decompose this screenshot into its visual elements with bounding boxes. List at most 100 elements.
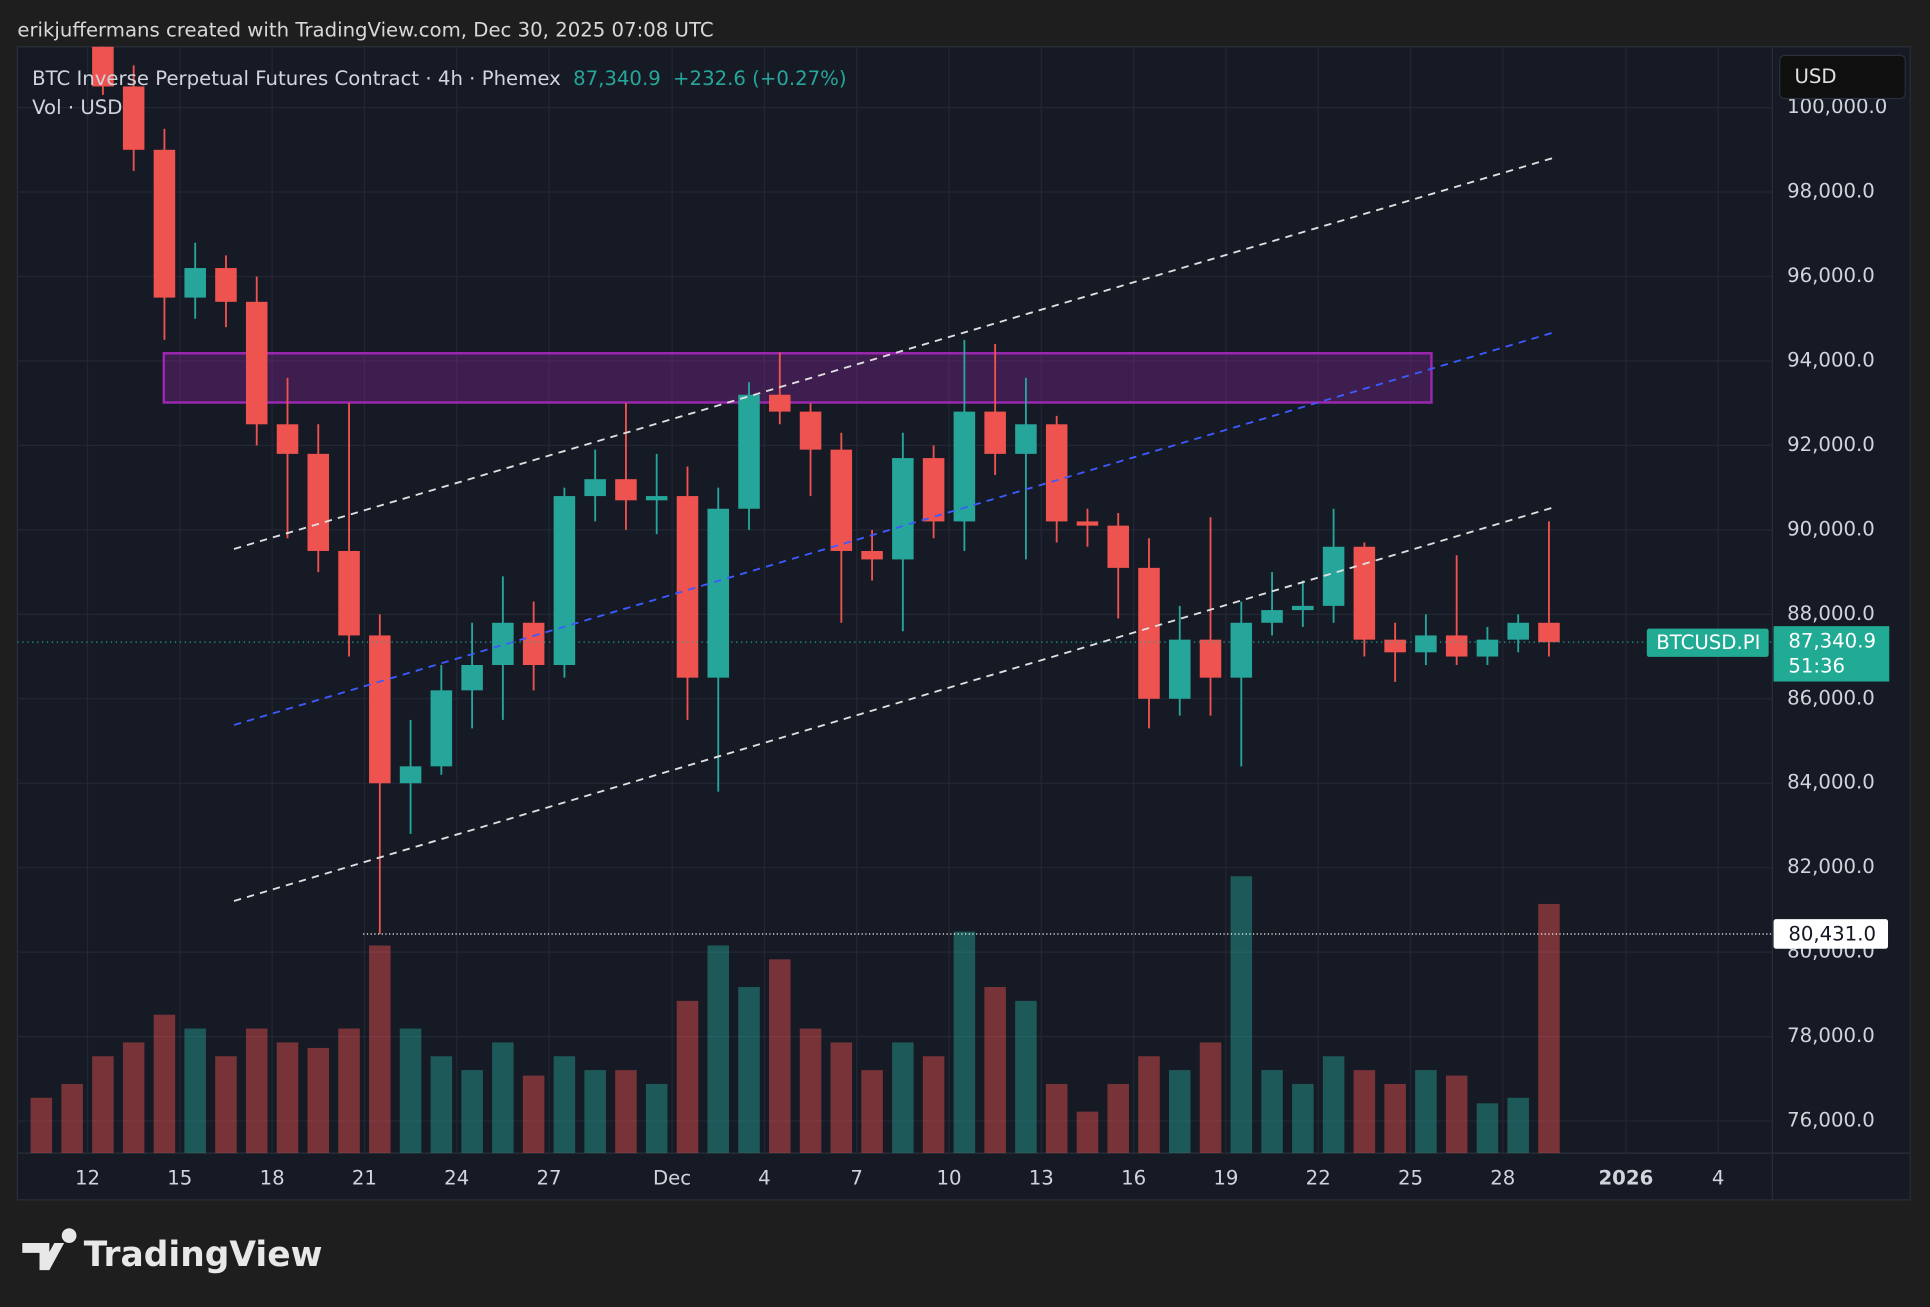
legend-change: +232.6 (+0.27%) <box>673 66 847 89</box>
volume-bar <box>676 1000 699 1154</box>
volume-bar <box>553 1056 576 1154</box>
low-tag: 80,431.0 <box>1788 923 1876 946</box>
x-tick-label: 4 <box>758 1167 771 1190</box>
legend: BTC Inverse Perpetual Futures Contract ·… <box>32 66 846 89</box>
candle-body <box>830 449 853 551</box>
candle-body <box>799 411 822 450</box>
volume-bar <box>1538 903 1560 1154</box>
volume-bar <box>1507 1097 1529 1154</box>
volume-bar <box>307 1047 330 1154</box>
resistance-zone <box>162 352 1433 404</box>
volume-bar <box>30 1097 53 1154</box>
x-tick-label: 13 <box>1029 1167 1054 1190</box>
candle-body <box>276 424 299 454</box>
y-tick-label: 76,000.0 <box>1787 1109 1875 1132</box>
volume-bar <box>338 1028 360 1154</box>
volume-bar <box>399 1028 422 1154</box>
y-tick-label: 100,000.0 <box>1787 95 1887 118</box>
candle-body <box>153 149 176 298</box>
y-tick-label: 90,000.0 <box>1787 517 1875 540</box>
candle-body <box>553 496 576 665</box>
currency-button-label[interactable]: USD <box>1794 65 1836 88</box>
countdown: 51:36 <box>1788 654 1845 677</box>
candle-body <box>338 550 360 636</box>
candle-body <box>584 479 606 497</box>
candle-body <box>984 411 1006 454</box>
y-tick-label: 88,000.0 <box>1787 602 1875 625</box>
volume-legend: Vol · USD <box>32 96 122 119</box>
volume-bar <box>922 1056 945 1154</box>
volume-bar <box>215 1056 237 1154</box>
x-tick-label: 21 <box>352 1167 377 1190</box>
candle-body <box>1415 635 1437 653</box>
candle-body <box>522 622 545 665</box>
volume-bar <box>1353 1070 1376 1154</box>
x-tick-label: 25 <box>1398 1167 1423 1190</box>
candle-body <box>122 86 145 150</box>
y-tick-label: 96,000.0 <box>1787 264 1875 287</box>
plot-area <box>17 46 1773 1154</box>
volume-bar <box>92 1056 114 1154</box>
volume-bar <box>153 1014 176 1154</box>
candle-body <box>430 690 453 767</box>
volume-bar <box>1230 876 1253 1154</box>
volume-bar <box>984 987 1006 1154</box>
volume-bar <box>122 1042 145 1154</box>
volume-bar <box>369 945 391 1154</box>
y-tick-label: 94,000.0 <box>1787 348 1875 371</box>
volume-bar <box>276 1042 299 1154</box>
volume-bar <box>861 1070 883 1154</box>
candle-body <box>892 458 914 560</box>
volume-bar <box>1292 1083 1314 1154</box>
volume-bar <box>61 1083 83 1154</box>
candle-body <box>1107 525 1129 568</box>
candle-body <box>738 394 760 509</box>
candle-body <box>1138 567 1160 699</box>
volume-bar <box>1322 1056 1345 1154</box>
x-tick-label: 4 <box>1712 1167 1725 1190</box>
volume-bar <box>645 1083 668 1154</box>
candle-body <box>1045 424 1068 522</box>
candle-body <box>492 622 514 665</box>
x-tick-label: 27 <box>536 1167 561 1190</box>
volume-bar <box>461 1070 483 1154</box>
candle-body <box>92 46 114 87</box>
candle-body <box>1230 622 1253 678</box>
y-tick-label: 78,000.0 <box>1787 1024 1875 1047</box>
volume-bar <box>522 1075 545 1154</box>
y-tick-label: 98,000.0 <box>1787 180 1875 203</box>
x-tick-label: 2026 <box>1598 1167 1653 1190</box>
candle-body <box>245 301 268 425</box>
candle-body <box>1261 610 1283 623</box>
volume-bar <box>1045 1083 1068 1154</box>
volume-bar <box>584 1070 606 1154</box>
axes: 76,000.078,000.080,000.082,000.084,000.0… <box>75 95 1887 1189</box>
volume-bar <box>1015 1000 1037 1154</box>
chart-panel <box>16 46 1911 1201</box>
x-tick-label: 16 <box>1121 1167 1146 1190</box>
candle-body <box>369 635 391 784</box>
x-tick-label: 7 <box>850 1167 863 1190</box>
symbol-tag-bg <box>1646 628 1769 657</box>
candle-body <box>399 766 422 784</box>
volume-bar <box>1476 1103 1499 1154</box>
price-tag-bg <box>1773 626 1890 682</box>
x-tick-label: 28 <box>1490 1167 1515 1190</box>
volume-bar <box>1107 1083 1129 1154</box>
volume-bar <box>615 1070 637 1154</box>
currency-button[interactable] <box>1779 54 1906 100</box>
candle-body <box>1476 639 1499 657</box>
candle-body <box>461 664 483 691</box>
candle-body <box>707 508 730 678</box>
candle-body <box>1538 622 1560 643</box>
candle-body <box>1322 546 1345 606</box>
x-tick-label: 19 <box>1213 1167 1238 1190</box>
x-tick-label: 12 <box>75 1167 100 1190</box>
logo-icon <box>22 1228 77 1271</box>
candle-body <box>922 458 945 522</box>
x-tick-label: Dec <box>653 1167 691 1190</box>
y-tick-label: 92,000.0 <box>1787 433 1875 456</box>
x-tick-label: 22 <box>1306 1167 1331 1190</box>
